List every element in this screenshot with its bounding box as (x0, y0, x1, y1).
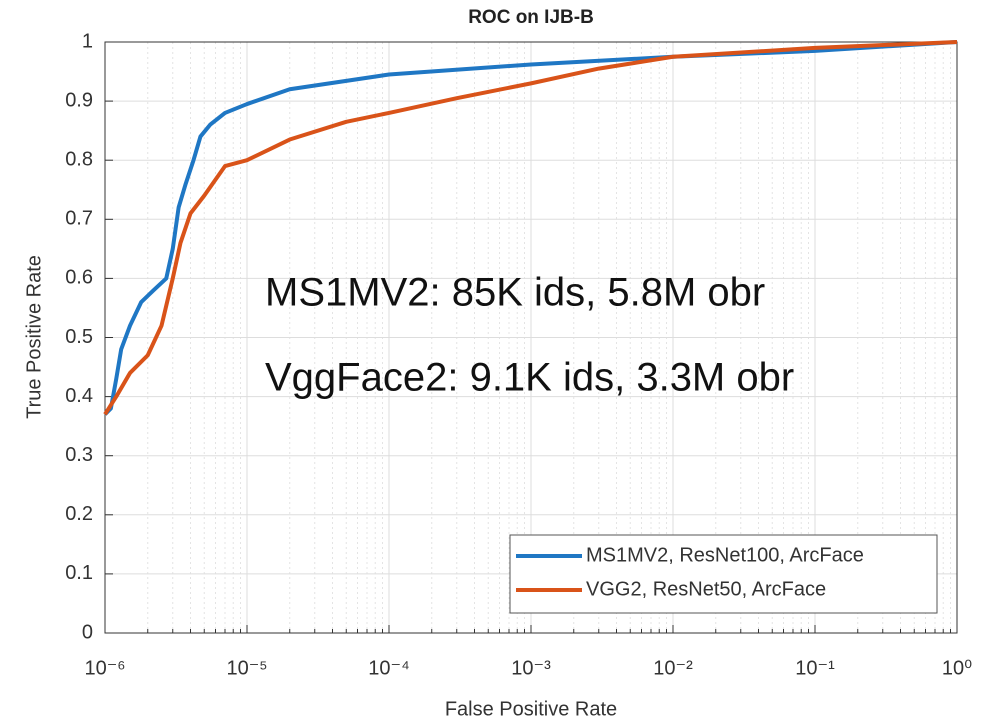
y-tick-label: 0.5 (65, 326, 93, 348)
x-tick-label: 10⁰ (942, 657, 972, 679)
legend-box (509, 534, 938, 614)
y-tick-label: 0 (82, 621, 93, 643)
x-tick-label: 10⁻⁴ (368, 657, 409, 679)
y-tick-label: 0.2 (65, 503, 93, 525)
x-tick-label: 10⁻² (653, 657, 693, 679)
annotation: MS1MV2: 85K ids, 5.8M obr (265, 271, 765, 315)
y-tick-label: 0.4 (65, 385, 93, 407)
annotation: VggFace2: 9.1K ids, 3.3M obr (265, 356, 794, 400)
x-tick-label: 10⁻¹ (795, 657, 835, 679)
legend-label: VGG2, ResNet50, ArcFace (586, 578, 826, 600)
y-axis-label: True Positive Rate (23, 255, 45, 419)
series-line (103, 40, 958, 416)
y-tick-label: 0.1 (65, 562, 93, 584)
x-tick-label: 10⁻³ (511, 657, 551, 679)
chart-title: ROC on IJB-B (468, 7, 594, 28)
y-tick-label: 1 (82, 30, 93, 52)
legend-label: MS1MV2, ResNet100, ArcFace (586, 544, 864, 566)
series-line (103, 40, 958, 416)
y-tick-label: 0.6 (65, 267, 93, 289)
x-tick-label: 10⁻⁵ (226, 657, 267, 679)
y-tick-label: 0.9 (65, 89, 93, 111)
plot-frame (104, 41, 958, 634)
y-tick-label: 0.7 (65, 208, 93, 230)
y-tick-label: 0.3 (65, 444, 93, 466)
x-tick-label: 10⁻⁶ (84, 657, 125, 679)
y-tick-label: 0.8 (65, 148, 93, 170)
x-axis-label: False Positive Rate (445, 698, 617, 720)
